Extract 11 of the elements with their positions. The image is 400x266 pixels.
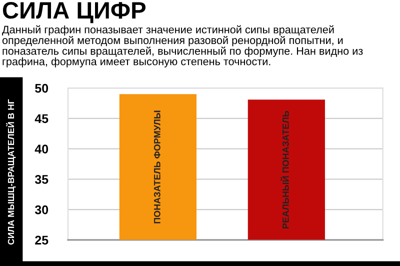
y-tick-label: 25 [35,236,48,245]
y-tick-label: 30 [34,205,48,214]
y-tick-label: 50 [35,84,48,93]
y-tick-label: 45 [34,114,48,124]
y-tick-label: 40 [34,144,48,154]
y-tick-label: 35 [34,174,48,184]
x-tick-label: ПОНАЗАТЕЛЬ ФОРМУЛЫ [154,110,160,224]
x-tick-label: РЕАЛЬНЫЙ ПОНАЗАТЕЛЬ [280,110,289,228]
chart-subtitle: Данный графин поназывает значение истинной сипы вращателей определенной методом выполнения разовой ренордной попытни, и поназатель сипы вращателей, вычисленный по формупе. Нан видно из графина, формупа имеет высоную степень точности. [2,25,363,68]
chart-title: СИЛА ЦИФР [2,2,146,24]
y-axis-title: СИЛА МЫШЦ-ВРАЩАТЕЛЕЙ В НГ [6,99,16,245]
